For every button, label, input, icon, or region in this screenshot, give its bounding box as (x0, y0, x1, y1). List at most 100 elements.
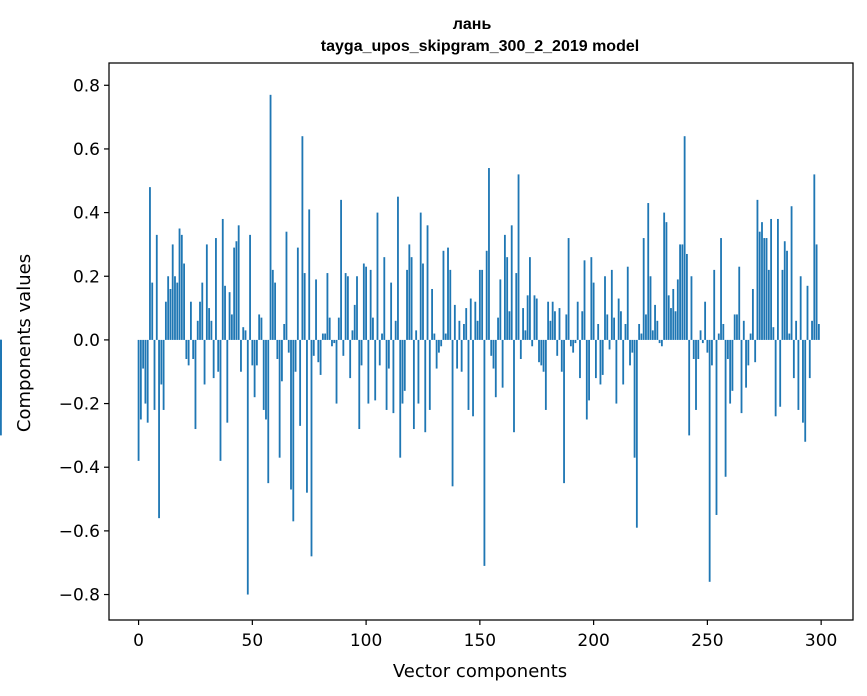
bar (642, 238, 645, 340)
bar (626, 266, 629, 340)
bar (219, 339, 222, 461)
bar (731, 339, 734, 391)
bar (397, 196, 399, 340)
bar (290, 339, 292, 490)
bar (758, 231, 761, 340)
bar (733, 314, 736, 340)
bar (319, 339, 322, 375)
bar (811, 320, 813, 340)
bar (681, 244, 684, 340)
bar (695, 339, 697, 410)
y-axis: −0.8 −0.6 −0.4 −0.2 0.0 0.2 0.4 0.6 0.8 (59, 76, 109, 606)
bar (303, 273, 306, 340)
bar (456, 339, 459, 369)
bar (387, 339, 390, 369)
bar (469, 298, 472, 340)
bar (403, 339, 406, 391)
bar (692, 339, 695, 360)
bar (360, 339, 363, 366)
bar (697, 339, 700, 360)
bar (795, 320, 798, 340)
bar (660, 339, 663, 347)
bar (367, 339, 370, 404)
bar (230, 314, 233, 340)
bar (547, 301, 550, 340)
bar (465, 308, 468, 340)
bar (267, 339, 270, 484)
bar (321, 333, 324, 340)
bar (526, 295, 529, 340)
bar (738, 266, 741, 340)
bar (158, 339, 160, 519)
bar (444, 333, 447, 340)
bar (640, 333, 643, 340)
bar (481, 269, 484, 340)
bar (610, 269, 613, 340)
bar (708, 339, 711, 582)
bar (160, 339, 163, 385)
bar (217, 339, 220, 372)
x-axis-label: Vector components (393, 661, 567, 682)
y-tick-label: 0.8 (73, 76, 100, 96)
bar (437, 339, 440, 353)
bar (265, 339, 267, 420)
bar (0, 339, 2, 410)
bar (638, 323, 641, 340)
bar-series (0, 94, 820, 595)
bar (715, 339, 718, 515)
bar (804, 339, 807, 442)
bar (585, 339, 588, 420)
bar (335, 339, 338, 404)
bar (215, 238, 217, 340)
bar (453, 304, 456, 340)
bar (485, 250, 488, 340)
x-tick-label: 50 (242, 631, 264, 651)
bar (362, 263, 365, 340)
bar (431, 288, 433, 340)
bar (249, 234, 251, 340)
bar (474, 301, 477, 340)
bar (767, 269, 770, 340)
bar (180, 234, 183, 340)
bar (185, 339, 188, 360)
bar (344, 273, 347, 340)
bar (515, 273, 518, 340)
y-tick-label: 0.2 (73, 267, 100, 287)
bar (635, 339, 638, 528)
bar (572, 339, 575, 353)
bar (149, 187, 151, 340)
bar (624, 323, 627, 340)
bar (483, 339, 486, 566)
bar (278, 339, 281, 458)
y-tick-label: −0.8 (59, 586, 100, 606)
bar (542, 339, 545, 372)
bar (726, 339, 729, 360)
bar (538, 339, 540, 363)
bar (390, 282, 393, 340)
bar (556, 339, 559, 356)
bar (499, 279, 502, 340)
bar (797, 339, 800, 410)
bar (237, 225, 240, 340)
bar (560, 339, 563, 372)
y-tick-label: −0.2 (59, 395, 100, 415)
bar (137, 339, 140, 461)
bar (517, 174, 520, 340)
bar (613, 317, 616, 340)
bar (761, 222, 763, 340)
bar (262, 339, 265, 410)
bar (342, 339, 345, 356)
bar (315, 279, 317, 340)
bar (558, 308, 561, 340)
bar (153, 339, 156, 410)
bar (246, 339, 249, 595)
bar (622, 339, 625, 385)
bar (540, 339, 543, 366)
bar (774, 339, 777, 417)
bar (563, 339, 565, 484)
bar (777, 218, 779, 340)
bar (756, 199, 759, 340)
bar (251, 339, 254, 366)
bar (706, 339, 709, 353)
bar (779, 339, 782, 407)
